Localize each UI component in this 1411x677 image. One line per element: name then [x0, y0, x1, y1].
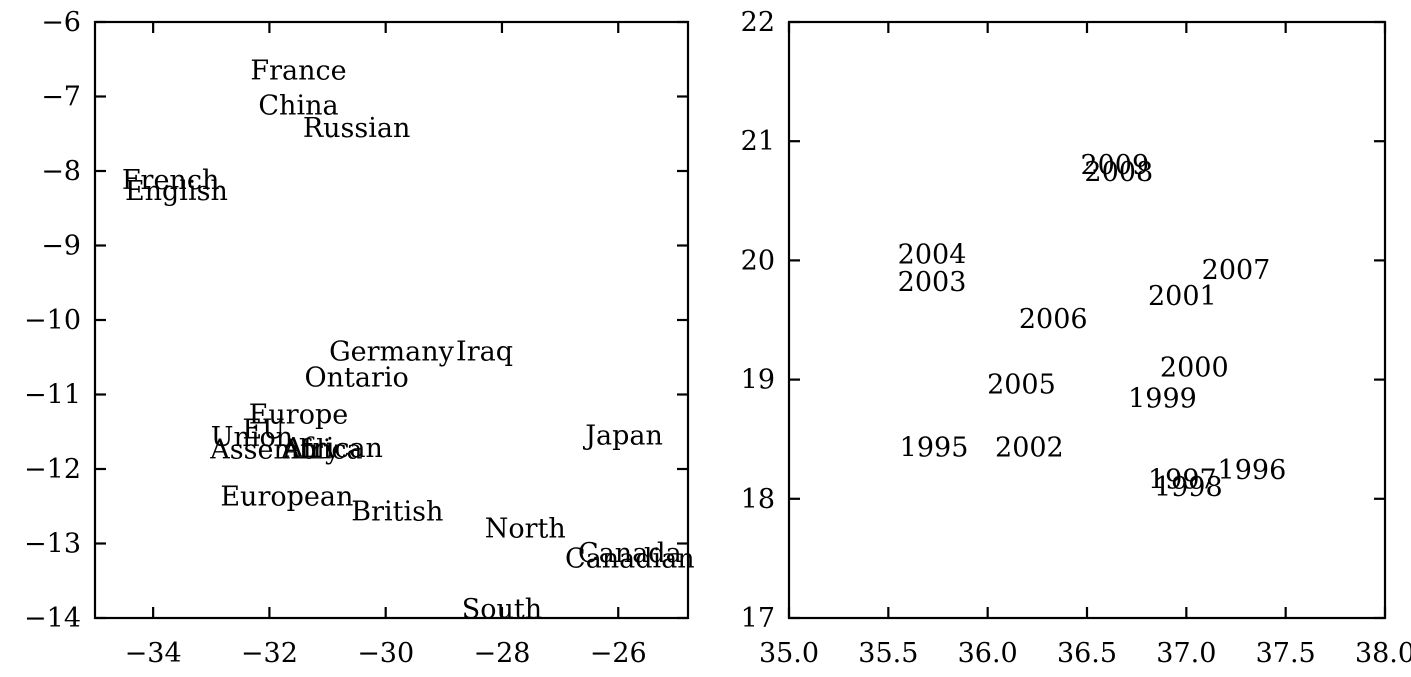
- point-label: Iraq: [456, 336, 513, 367]
- point-label: African: [283, 433, 383, 464]
- point-label: 2009: [1080, 150, 1149, 181]
- y-tick-label: −13: [24, 529, 81, 560]
- point-label: Africa: [280, 435, 363, 466]
- x-tick-label: 37.0: [1156, 638, 1216, 669]
- x-tick-label: 38.0: [1355, 638, 1411, 669]
- point-label: Canadian: [565, 543, 695, 574]
- point-label: 2006: [1019, 304, 1088, 335]
- y-tick-label: 21: [741, 126, 775, 157]
- y-tick-label: −14: [24, 603, 81, 634]
- point-label: 1995: [900, 433, 969, 464]
- point-label: Canada: [578, 538, 682, 569]
- point-label: 2002: [995, 433, 1064, 464]
- point-label: Ontario: [304, 362, 408, 393]
- point-label: South: [462, 594, 542, 625]
- x-tick-label: −30: [357, 638, 414, 669]
- x-tick-label: 36.0: [958, 638, 1018, 669]
- point-label: 2000: [1160, 353, 1229, 384]
- point-label: 1996: [1218, 455, 1287, 486]
- plot-frame: [93, 20, 690, 620]
- point-label: 2004: [898, 239, 967, 270]
- x-tick-label: −34: [125, 638, 182, 669]
- point-label: 2003: [898, 267, 967, 298]
- point-label: 2008: [1084, 157, 1153, 188]
- y-tick-label: −8: [41, 156, 81, 187]
- point-label: Russian: [303, 113, 411, 144]
- point-label: 2005: [987, 369, 1056, 400]
- x-tick-label: 36.5: [1057, 638, 1117, 669]
- point-label: Europe: [249, 400, 349, 431]
- point-label: Japan: [582, 420, 663, 451]
- x-tick-label: −28: [473, 638, 530, 669]
- point-label: Union: [211, 422, 293, 453]
- y-tick-label: −9: [41, 231, 81, 262]
- y-tick-label: −6: [41, 7, 81, 38]
- point-label: European: [220, 482, 353, 513]
- y-tick-label: 20: [741, 245, 775, 276]
- y-tick-label: −7: [41, 82, 81, 113]
- point-label: Germany: [329, 336, 455, 367]
- point-label: EU: [242, 415, 284, 446]
- y-tick-label: 18: [741, 484, 775, 515]
- point-label: 1999: [1128, 384, 1197, 415]
- x-tick-label: −26: [590, 638, 647, 669]
- x-tick-label: 35.0: [759, 638, 819, 669]
- point-label: China: [258, 90, 338, 121]
- x-tick-label: 37.5: [1256, 638, 1316, 669]
- right-scatter-panel: 35.0 35.5 36.0 36.5 37.0 37.5 38.0 17 18 19 20 21 22…: [741, 7, 1411, 669]
- y-tick-label: 22: [741, 7, 775, 38]
- y-tick-label: −12: [24, 454, 81, 485]
- point-label: Assembly: [209, 435, 341, 466]
- point-label: 1998: [1154, 472, 1223, 503]
- left-scatter-panel: −34 −32 −30 −28 −26 −14 −13 −12 −11 −10 −9 −8 −7 −6 Fr…: [24, 7, 695, 669]
- x-tick-label: −32: [241, 638, 298, 669]
- point-label: British: [351, 496, 443, 527]
- point-label: 1997: [1148, 465, 1217, 496]
- y-tick-label: −10: [24, 305, 81, 336]
- y-tick-label: 17: [741, 603, 775, 634]
- point-label: 2001: [1148, 281, 1217, 312]
- y-tick-label: −11: [24, 380, 81, 411]
- x-tick-label: 35.5: [858, 638, 918, 669]
- point-label: 2007: [1202, 255, 1271, 286]
- point-label: North: [485, 514, 566, 545]
- y-tick-label: 19: [741, 365, 775, 396]
- point-label: French: [122, 165, 220, 196]
- point-label: English: [125, 176, 228, 207]
- point-label: France: [250, 55, 346, 86]
